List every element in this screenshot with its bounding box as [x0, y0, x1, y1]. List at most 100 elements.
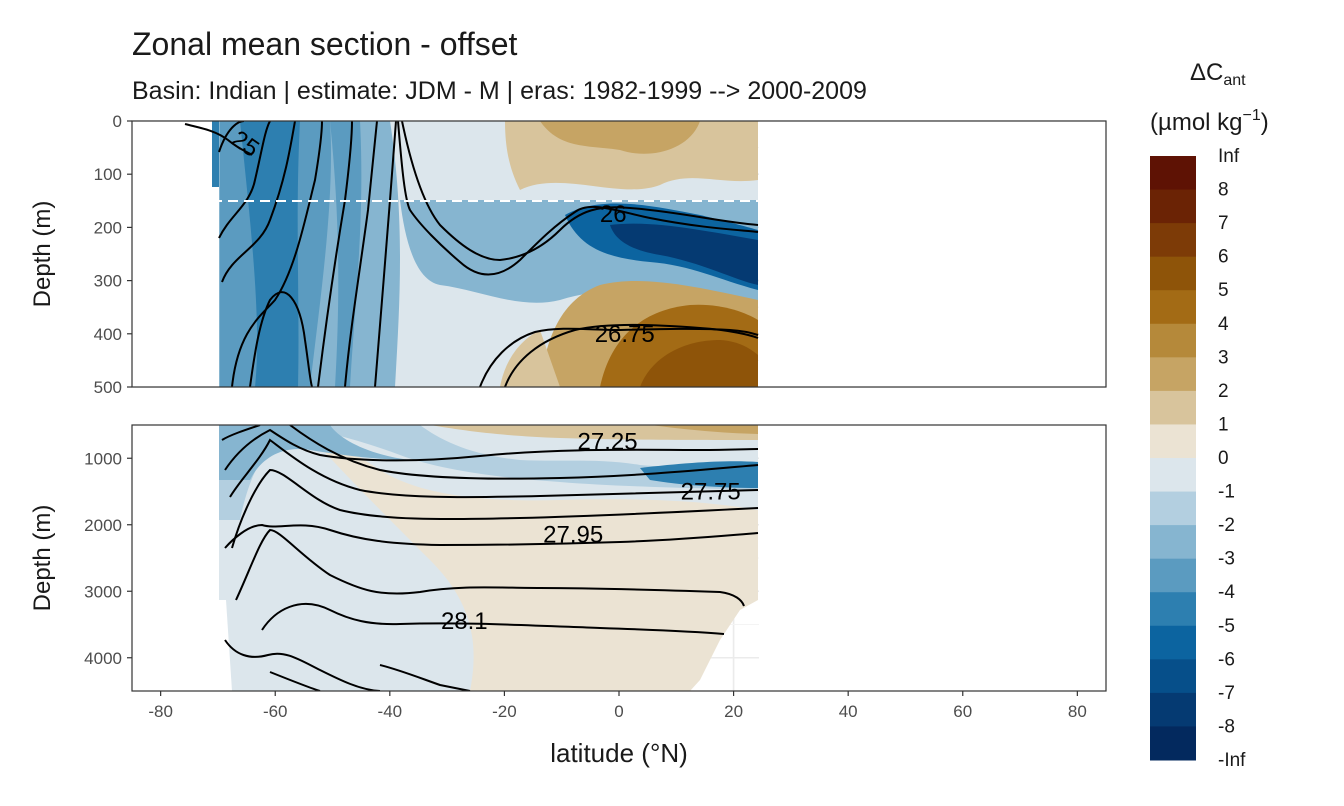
x-tick-label: -80 — [148, 702, 173, 721]
x-tick-label: 80 — [1068, 702, 1087, 721]
legend-swatch — [1150, 189, 1196, 224]
isopycnal-label: 28.1 — [441, 608, 488, 635]
legend-swatch — [1150, 290, 1196, 325]
legend-label: 6 — [1218, 247, 1229, 268]
x-tick-label: 0 — [614, 702, 623, 721]
isopycnal-labels-lower: 27.25 27.75 27.95 28.1 — [441, 429, 741, 636]
legend-label: -4 — [1218, 582, 1235, 603]
legend-swatch — [1150, 256, 1196, 291]
y-tick-label: 100 — [94, 165, 122, 184]
isopycnal-line — [229, 438, 759, 499]
y-tick-label: 0 — [113, 112, 122, 131]
x-tick-label: 60 — [953, 702, 972, 721]
legend-swatch — [1150, 726, 1196, 761]
legend-swatch — [1150, 592, 1196, 627]
legend-swatch — [1150, 323, 1196, 358]
y-tick-label: 200 — [94, 218, 122, 237]
field-gap-bot-corner — [219, 600, 232, 691]
isopycnal-line — [224, 428, 759, 471]
field-light-blue-band — [219, 425, 758, 520]
legend-label: -Inf — [1218, 750, 1246, 771]
isopycnal-line — [289, 425, 759, 480]
legend-swatch — [1150, 390, 1196, 425]
isopycnal-line — [317, 121, 353, 387]
y-axis-label-upper: Depth (m) — [29, 201, 56, 308]
x-axis: -80 -60 -40 -20 0 20 40 60 80 — [148, 691, 1087, 721]
field-gap-top-corner — [212, 187, 219, 387]
isopycnal-line — [344, 121, 378, 387]
legend-unit-text: (µmol kg — [1150, 109, 1243, 136]
field-tan-surface-2 — [540, 121, 700, 154]
legend-swatch — [1150, 357, 1196, 392]
field-brown-deep-2 — [640, 340, 758, 387]
isopycnal-label: 27.75 — [681, 479, 741, 506]
isopycnal-line — [261, 602, 725, 635]
legend-swatch — [1150, 491, 1196, 526]
legend-label: 1 — [1218, 414, 1229, 435]
field-gap-bot-left — [132, 425, 219, 691]
legend-label: -8 — [1218, 716, 1235, 737]
isopycnal-line — [184, 123, 253, 156]
x-tick-label: 40 — [839, 702, 858, 721]
legend-swatch — [1150, 223, 1196, 258]
x-tick-label: -20 — [492, 702, 517, 721]
isopycnal-line — [231, 121, 323, 387]
isopycnal-line — [374, 121, 397, 387]
legend-unit: (µmol kg−1) — [1150, 107, 1269, 136]
y-tick-label: 4000 — [84, 649, 122, 668]
legend-label: -3 — [1218, 549, 1235, 570]
y-tick-label: 300 — [94, 272, 122, 291]
legend-colorbar: Inf 8 7 6 5 4 3 2 1 0 -1 -2 -3 -4 -5 -6 -7 -8 -Inf — [1150, 146, 1246, 771]
isopycnal-line — [269, 671, 321, 691]
isopycnal-line — [397, 121, 759, 276]
field-gap-top-right — [759, 121, 1106, 387]
isopycnal-line — [235, 528, 745, 607]
legend-label: 0 — [1218, 448, 1229, 469]
legend-label: 3 — [1218, 347, 1229, 368]
field-blue-band — [219, 425, 410, 480]
field-blue-corner — [212, 121, 219, 187]
legend-swatch — [1150, 525, 1196, 560]
isopycnal-line — [401, 121, 759, 262]
legend-unit-close: ) — [1261, 109, 1269, 136]
isopycnal-line — [221, 121, 296, 283]
field-gap-bot-right — [759, 425, 1106, 691]
legend-label: 5 — [1218, 280, 1229, 301]
legend-swatch — [1150, 424, 1196, 459]
panel-upper-frame — [131, 120, 1107, 388]
isopycnal-line — [218, 121, 271, 239]
legend-swatch — [1150, 659, 1196, 694]
legend-label: 4 — [1218, 314, 1229, 335]
y-axis-upper: 0 100 200 300 400 500 — [94, 112, 132, 397]
x-axis-label: latitude (°N) — [550, 738, 688, 768]
legend-swatch — [1150, 458, 1196, 493]
isopycnal-line — [224, 639, 381, 691]
isopycnal-label: 27.95 — [543, 522, 603, 549]
panel-lower-field: 27.25 27.75 27.95 28.1 — [132, 425, 1106, 691]
field-gap-top-left — [132, 121, 212, 387]
y-tick-label: 2000 — [84, 516, 122, 535]
legend-swatch — [1150, 156, 1196, 191]
isopycnal-line — [379, 664, 471, 691]
legend-unit-sup: −1 — [1243, 107, 1261, 124]
isopycnal-line — [231, 468, 759, 549]
field-tan-deep-2 — [500, 330, 560, 387]
legend-label: -2 — [1218, 515, 1235, 536]
legend-label: -7 — [1218, 683, 1235, 704]
isopycnal-line — [221, 425, 261, 441]
x-tick-label: 20 — [724, 702, 743, 721]
y-axis-lower: 1000 2000 3000 4000 — [84, 449, 132, 668]
legend-label: 8 — [1218, 180, 1229, 201]
x-tick-label: -60 — [263, 702, 288, 721]
legend-label: 2 — [1218, 381, 1229, 402]
legend-title-sub: ant — [1223, 72, 1246, 89]
x-tick-label: -40 — [378, 702, 403, 721]
panel-lower: 27.25 27.75 27.95 28.1 1000 2000 3000 4000 Dep… — [29, 424, 1107, 692]
y-tick-label: 3000 — [84, 582, 122, 601]
legend-label: Inf — [1218, 146, 1240, 167]
legend-swatch — [1150, 625, 1196, 660]
isopycnal-label: 26 — [600, 201, 627, 228]
